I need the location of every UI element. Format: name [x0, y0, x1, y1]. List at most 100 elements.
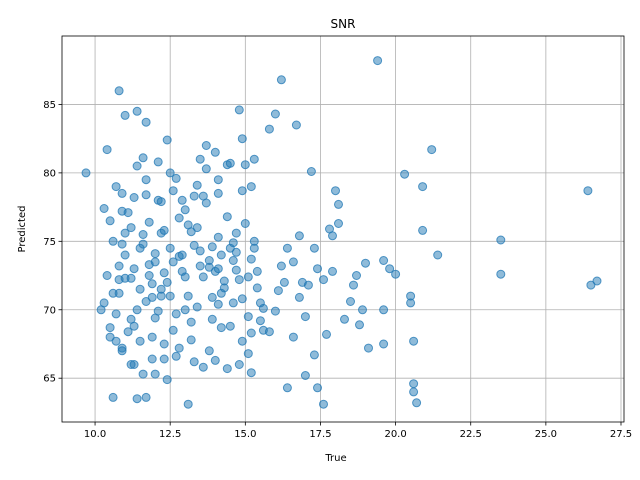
- scatter-point: [264, 327, 274, 337]
- scatter-point: [99, 204, 109, 213]
- scatter-point: [120, 110, 130, 120]
- scatter-point: [210, 266, 220, 276]
- scatter-point: [231, 265, 241, 275]
- scatter-point: [222, 364, 232, 374]
- scatter-point: [132, 106, 142, 116]
- scatter-point: [99, 298, 109, 308]
- scatter-point: [418, 182, 428, 192]
- scatter-point: [361, 258, 370, 268]
- scatter-point: [213, 299, 223, 309]
- scatter-point: [364, 343, 373, 353]
- scatter-point: [225, 321, 235, 331]
- scatter-point: [189, 240, 199, 250]
- scatter-point: [213, 188, 223, 198]
- scatter-point: [313, 264, 322, 274]
- scatter-point: [141, 190, 151, 200]
- scatter-point: [213, 232, 223, 242]
- scatter-point: [409, 387, 419, 397]
- scatter-point: [246, 254, 256, 264]
- scatter-point: [144, 271, 154, 280]
- scatter-point: [313, 383, 322, 393]
- scatter-point: [246, 182, 256, 192]
- scatter-point: [228, 256, 238, 265]
- scatter-point: [379, 339, 389, 349]
- scatter-point: [385, 264, 395, 274]
- scatter-point: [231, 247, 241, 257]
- x-tick-label: 20.0: [384, 429, 406, 440]
- scatter-point: [264, 124, 274, 134]
- scatter-point: [159, 225, 169, 235]
- scatter-point: [180, 272, 190, 282]
- scatter-point: [328, 266, 337, 276]
- scatter-point: [216, 288, 226, 298]
- scatter-point: [132, 161, 142, 171]
- scatter-point: [391, 269, 401, 279]
- scatter-point: [409, 379, 419, 389]
- scatter-point: [246, 328, 256, 338]
- scatter-point: [237, 294, 247, 304]
- grid-lines: [62, 36, 624, 422]
- scatter-point: [496, 269, 506, 279]
- scatter-point: [159, 268, 169, 278]
- scatter-point: [150, 369, 160, 379]
- axis-ticks: 10.0 12.5 15.0 17.5 20.0 22.5 25.0 27.5 65 70 75 80…: [43, 100, 632, 440]
- scatter-point: [276, 261, 286, 271]
- scatter-point: [174, 343, 184, 353]
- scatter-point: [294, 292, 304, 302]
- scatter-point: [195, 261, 205, 271]
- scatter-point: [201, 198, 211, 208]
- scatter-point: [237, 336, 247, 346]
- scatter-point: [249, 236, 259, 246]
- scatter-point: [379, 305, 389, 315]
- scatter-point: [198, 272, 208, 282]
- scatter-point: [165, 168, 175, 178]
- scatter-point: [276, 75, 286, 85]
- y-tick-label: 85: [43, 100, 56, 111]
- scatter-point: [111, 309, 121, 319]
- scatter-point: [129, 321, 139, 331]
- scatter-point: [228, 238, 238, 248]
- scatter-point: [249, 154, 259, 164]
- scatter-point: [105, 332, 115, 342]
- scatter-point: [273, 286, 283, 296]
- scatter-point: [427, 145, 437, 155]
- scatter-point: [228, 298, 238, 308]
- scatter-point: [210, 355, 220, 365]
- scatter-point: [186, 317, 196, 327]
- scatter-point: [192, 302, 202, 312]
- scatter-point: [282, 243, 292, 253]
- scatter-point: [586, 280, 596, 290]
- scatter-point: [117, 239, 127, 249]
- scatter-point: [129, 193, 139, 202]
- scatter-point: [168, 257, 178, 267]
- scatter-point: [111, 336, 121, 346]
- scatter-point: [108, 288, 118, 298]
- scatter-point: [102, 145, 112, 155]
- x-axis-label: True: [324, 453, 346, 464]
- y-tick-label: 75: [43, 237, 56, 248]
- scatter-point: [294, 231, 304, 241]
- y-tick-label: 80: [43, 168, 56, 179]
- scatter-point: [147, 354, 157, 364]
- scatter-point: [288, 332, 298, 342]
- scatter-point: [309, 350, 319, 360]
- plot-frame: [61, 35, 625, 423]
- scatter-point: [583, 186, 593, 196]
- scatter-point: [355, 320, 364, 330]
- scatter-point: [204, 262, 214, 272]
- scatter-point: [358, 305, 367, 315]
- scatter-point: [255, 316, 265, 326]
- scatter-point: [144, 217, 154, 227]
- scatter-point: [141, 175, 151, 185]
- scatter-point: [102, 271, 112, 280]
- scatter-point: [409, 336, 419, 346]
- scatter-point: [322, 329, 331, 339]
- scatter-point: [328, 231, 337, 241]
- scatter-point: [243, 349, 253, 359]
- scatter-point: [303, 280, 313, 290]
- scatter-point: [496, 235, 506, 245]
- scatter-point: [162, 135, 172, 145]
- scatter-point: [291, 120, 301, 130]
- data-points: [81, 56, 602, 409]
- scatter-point: [165, 291, 175, 301]
